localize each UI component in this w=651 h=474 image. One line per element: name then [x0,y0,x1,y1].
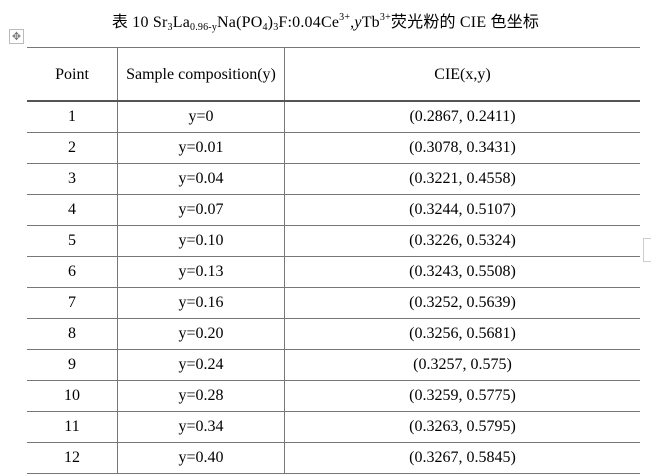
table-cell: (0.3244, 0.5107) [284,194,640,226]
caption-part: Na(PO [217,14,263,31]
table-row: 12 y=0.40 (0.3267, 0.5845) [27,442,640,474]
table-row: 10 y=0.28 (0.3259, 0.5775) [27,380,640,412]
caption-sub: 0.96-y [190,22,218,33]
caption-part: 荧光粉的 CIE 色坐标 [390,14,540,31]
table-cell: y=0 [117,100,285,133]
caption-part: y [354,14,362,31]
table-cell: 12 [27,442,118,474]
table-row: 5 y=0.10 (0.3226, 0.5324) [27,225,640,257]
table-cell: y=0.13 [117,256,285,288]
table-row: 6 y=0.13 (0.3243, 0.5508) [27,256,640,288]
table-cell: (0.3257, 0.575) [284,349,640,381]
table-cell: (0.3226, 0.5324) [284,225,640,257]
caption-sub: 3 [167,22,173,33]
table-cell: 8 [27,318,118,350]
table-cell: (0.3263, 0.5795) [284,411,640,443]
data-table: Point Sample composition(y) CIE(x,y) 1 y=… [27,47,640,474]
caption-part: 表 10 Sr [111,14,168,31]
table-cell: (0.3259, 0.5775) [284,380,640,412]
table-cell: y=0.10 [117,225,285,257]
caption-sub: 4 [262,22,268,33]
table-row: 9 y=0.24 (0.3257, 0.575) [27,349,640,381]
table-caption: 表 10 Sr3La0.96-yNa(PO4)3F:0.04Ce3+,yTb3+… [0,8,651,33]
table-cell: 6 [27,256,118,288]
table-cell: 1 [27,100,118,133]
table-cell: y=0.04 [117,163,285,195]
table-cell: y=0.16 [117,287,285,319]
table-cell: y=0.01 [117,132,285,164]
table-cell: 9 [27,349,118,381]
caption-part: ) [267,14,274,31]
header-cell: CIE(x,y) [284,47,640,102]
table-row: 8 y=0.20 (0.3256, 0.5681) [27,318,640,350]
table-cell: y=0.40 [117,442,285,474]
table-cell: (0.3221, 0.4558) [284,163,640,195]
caption-part: Tb [361,14,380,31]
table-cell: (0.3243, 0.5508) [284,256,640,288]
caption-part: F:0.04Ce [278,14,340,31]
table-body: 1 y=0 (0.2867, 0.2411) 2 y=0.01 (0.3078, 0.34… [27,100,640,474]
table-cell: 4 [27,194,118,226]
table-cell: 7 [27,287,118,319]
table-cell: (0.3252, 0.5639) [284,287,640,319]
header-cell: Point [27,47,118,102]
caption-part: La [172,14,190,31]
table-cell: y=0.20 [117,318,285,350]
table-row: 3 y=0.04 (0.3221, 0.4558) [27,163,640,195]
table-cell: (0.3078, 0.3431) [284,132,640,164]
resize-marker [643,238,651,262]
caption-sup: 3+ [339,12,351,23]
table-cell: 2 [27,132,118,164]
table-row: 7 y=0.16 (0.3252, 0.5639) [27,287,640,319]
table-cell: (0.3267, 0.5845) [284,442,640,474]
caption-sup: 3+ [379,12,391,23]
table-row: 11 y=0.34 (0.3263, 0.5795) [27,411,640,443]
table-row: 4 y=0.07 (0.3244, 0.5107) [27,194,640,226]
header-cell: Sample composition(y) [117,47,285,102]
table-cell: y=0.07 [117,194,285,226]
table-row: 1 y=0 (0.2867, 0.2411) [27,100,640,133]
table-row: 2 y=0.01 (0.3078, 0.3431) [27,132,640,164]
caption-sub: 3 [273,22,279,33]
table-cell: (0.3256, 0.5681) [284,318,640,350]
header-row: Point Sample composition(y) CIE(x,y) [27,47,640,102]
table-move-handle[interactable]: ✥ [9,29,24,44]
table-cell: (0.2867, 0.2411) [284,100,640,133]
table-cell: 3 [27,163,118,195]
table-cell: y=0.28 [117,380,285,412]
table-cell: y=0.34 [117,411,285,443]
table-cell: 5 [27,225,118,257]
table-cell: y=0.24 [117,349,285,381]
table-cell: 10 [27,380,118,412]
table-cell: 11 [27,411,118,443]
caption-part: , [350,14,355,31]
